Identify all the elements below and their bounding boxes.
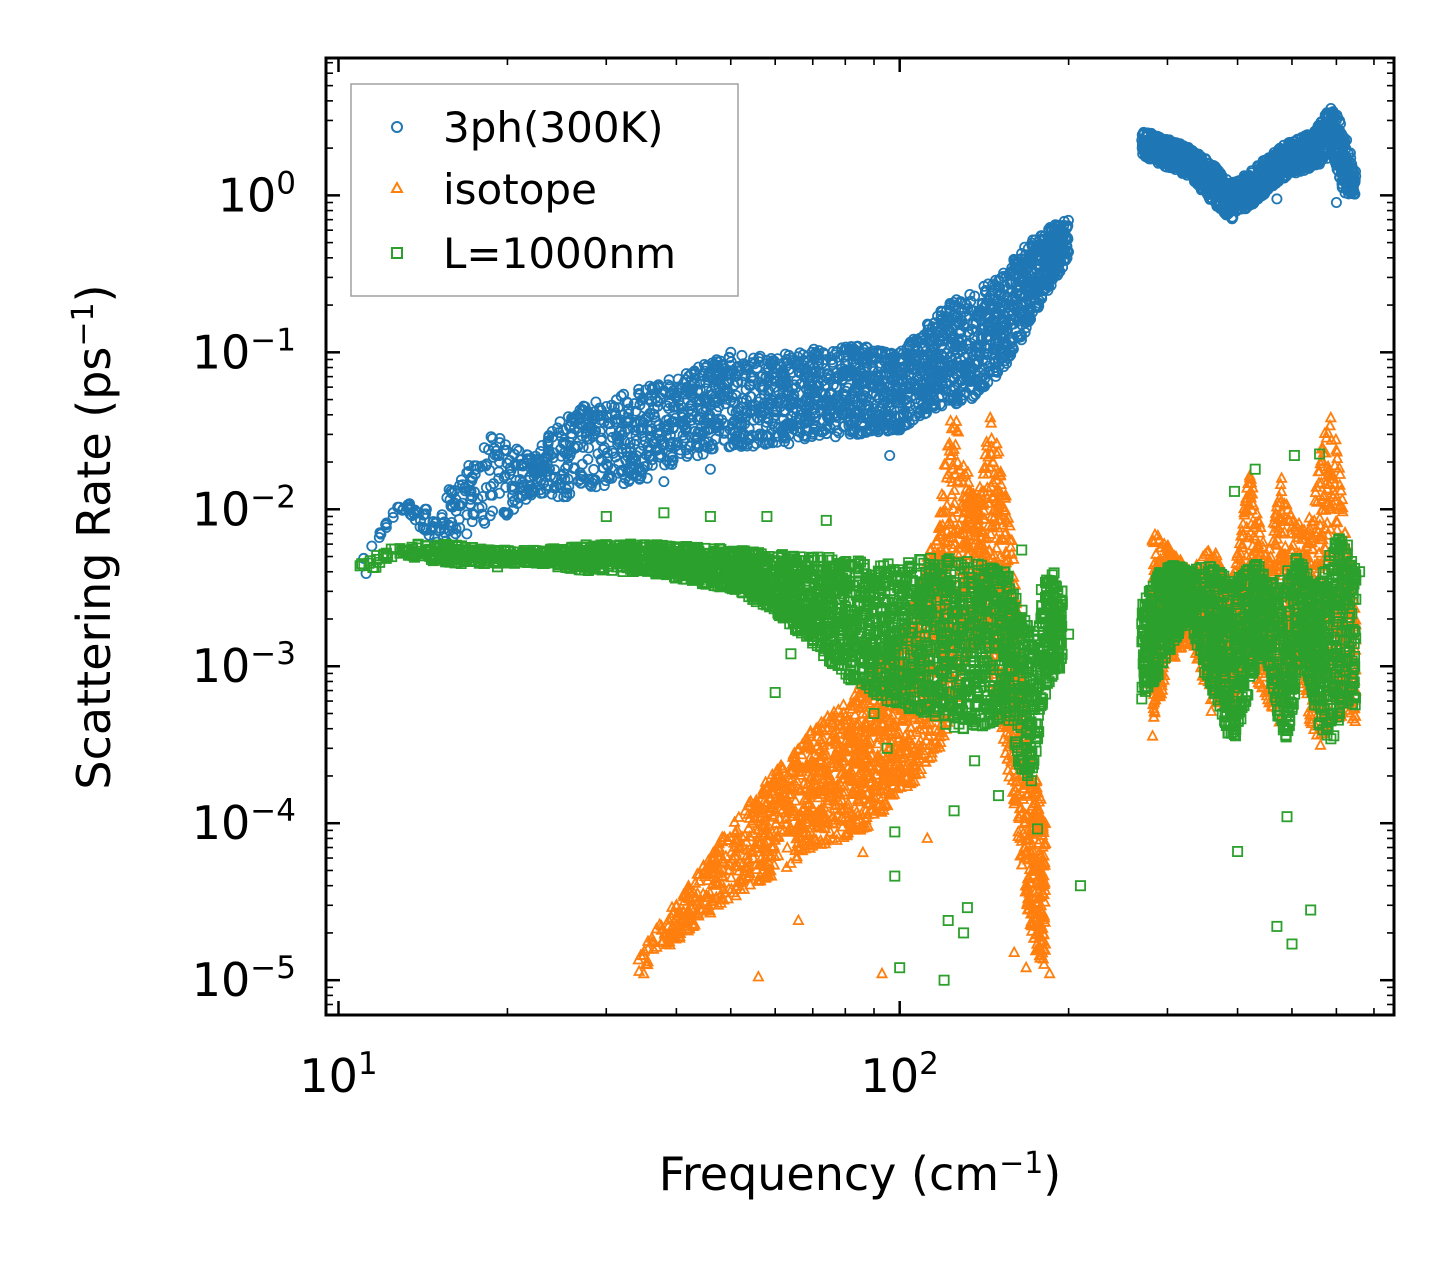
- data-point-circle: [830, 431, 842, 443]
- data-point-circle: [1271, 193, 1283, 205]
- series-layer: [354, 103, 1366, 986]
- data-point-circle: [366, 540, 378, 552]
- data-point-circle: [625, 455, 637, 467]
- data-point-circle: [704, 463, 716, 475]
- data-point-circle: [1330, 196, 1342, 208]
- data-point-circle: [387, 511, 399, 523]
- data-point-circle: [499, 439, 511, 451]
- data-point-circle: [623, 408, 635, 420]
- data-point-circle: [618, 388, 630, 400]
- data-point-circle: [719, 398, 731, 410]
- data-point-circle: [884, 380, 896, 392]
- data-point-circle: [588, 463, 600, 475]
- data-point-circle: [622, 397, 634, 409]
- data-point-circle: [658, 476, 670, 488]
- series-0: [358, 103, 1362, 580]
- data-point-circle: [934, 398, 946, 410]
- data-point-circle: [884, 449, 896, 461]
